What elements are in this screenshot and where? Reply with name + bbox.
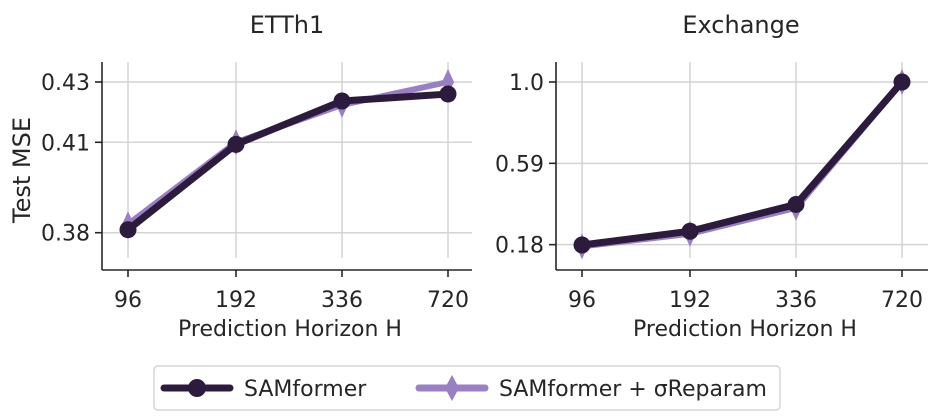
legend-label-samformer-sreparam: SAMformer + σReparam bbox=[499, 377, 767, 402]
x-axis-label: Prediction Horizon H bbox=[633, 317, 857, 342]
y-tick-label: 0.43 bbox=[41, 71, 90, 96]
series-line-samformer bbox=[124, 90, 452, 234]
y-tick-label: 1.0 bbox=[509, 71, 544, 96]
series-line-samformer-sreparam bbox=[125, 79, 451, 228]
legend: SAMformer SAMformer + σReparam bbox=[153, 365, 781, 411]
legend-marker-circle bbox=[188, 379, 206, 397]
chart-panel-exchange: Exchange Prediction Horizon H 0.18 0.59 1.… bbox=[495, 11, 928, 342]
x-tick-label: 336 bbox=[321, 288, 363, 313]
y-tick-label: 0.18 bbox=[495, 234, 544, 259]
x-axis-label: Prediction Horizon H bbox=[178, 317, 402, 342]
data-point-samformer bbox=[573, 236, 591, 254]
y-tick-label: 0.41 bbox=[41, 131, 90, 156]
x-tick-label: 720 bbox=[881, 288, 923, 313]
series-line-samformer bbox=[578, 78, 906, 249]
data-point-samformer bbox=[333, 92, 351, 110]
x-tick-label: 336 bbox=[775, 288, 817, 313]
data-point-samformer bbox=[681, 222, 699, 240]
chart-panel-etth1: ETTh1 Test MSE Prediction Horizon H 0.38… bbox=[8, 11, 472, 342]
x-tick-label: 96 bbox=[114, 288, 142, 313]
y-tick-label: 0.38 bbox=[41, 222, 90, 247]
y-tick-label: 0.59 bbox=[495, 152, 544, 177]
data-point-samformer bbox=[787, 195, 805, 213]
legend-item-samformer-sreparam: SAMformer + σReparam bbox=[415, 375, 767, 402]
x-tick-label: 720 bbox=[427, 288, 469, 313]
data-point-samformer bbox=[439, 85, 457, 103]
y-axis-label: Test MSE bbox=[8, 117, 36, 224]
x-tick-label: 192 bbox=[215, 288, 257, 313]
legend-marker-diamond bbox=[445, 375, 459, 401]
legend-item-samformer: SAMformer bbox=[160, 377, 367, 402]
legend-label-samformer: SAMformer bbox=[244, 377, 367, 402]
data-point-samformer bbox=[227, 135, 245, 153]
chart-title: Exchange bbox=[682, 11, 799, 39]
data-point-samformer bbox=[119, 221, 137, 239]
data-point-samformer bbox=[893, 73, 911, 91]
chart-title: ETTh1 bbox=[250, 11, 325, 39]
grid bbox=[556, 62, 928, 258]
x-tick-label: 192 bbox=[669, 288, 711, 313]
x-tick-label: 96 bbox=[568, 288, 596, 313]
series-line-samformer-sreparam bbox=[579, 79, 905, 250]
